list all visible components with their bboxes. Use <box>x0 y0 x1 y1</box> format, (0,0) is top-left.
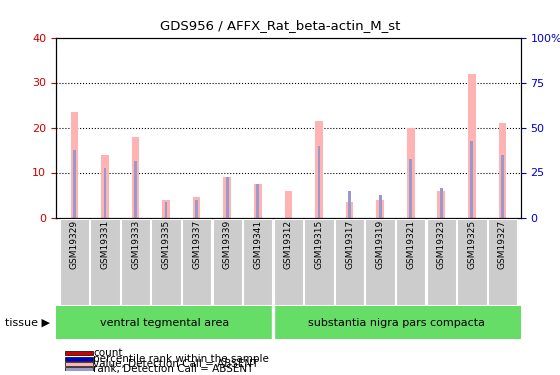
Bar <box>256 184 259 218</box>
Bar <box>254 184 262 218</box>
Bar <box>193 197 200 217</box>
Bar <box>318 146 320 218</box>
Text: GSM19329: GSM19329 <box>70 220 79 269</box>
Text: tissue ▶: tissue ▶ <box>6 318 50 327</box>
Bar <box>501 154 504 218</box>
Text: rank, Detection Call = ABSENT: rank, Detection Call = ABSENT <box>93 364 254 374</box>
Bar <box>407 128 414 218</box>
FancyBboxPatch shape <box>243 219 273 305</box>
FancyBboxPatch shape <box>366 219 395 305</box>
Bar <box>134 161 137 218</box>
Text: count: count <box>93 348 123 358</box>
Bar <box>66 368 93 371</box>
FancyBboxPatch shape <box>121 219 150 305</box>
Bar <box>66 362 93 366</box>
Bar <box>379 195 381 217</box>
FancyBboxPatch shape <box>182 219 211 305</box>
Text: GSM19331: GSM19331 <box>100 220 109 269</box>
Bar <box>440 188 442 218</box>
Bar <box>346 202 353 217</box>
Bar <box>104 168 106 217</box>
Bar <box>498 123 506 218</box>
Text: GSM19339: GSM19339 <box>223 220 232 269</box>
Bar <box>56 306 273 339</box>
Text: GSM19315: GSM19315 <box>315 220 324 269</box>
Text: GSM19337: GSM19337 <box>192 220 201 269</box>
Text: GSM19335: GSM19335 <box>162 220 171 269</box>
Bar <box>162 200 170 217</box>
FancyBboxPatch shape <box>90 219 120 305</box>
Bar <box>101 154 109 218</box>
Bar <box>409 159 412 218</box>
Text: GSM19325: GSM19325 <box>468 220 477 269</box>
Text: ventral tegmental area: ventral tegmental area <box>100 318 229 327</box>
FancyBboxPatch shape <box>274 219 303 305</box>
Text: percentile rank within the sample: percentile rank within the sample <box>93 354 269 364</box>
FancyBboxPatch shape <box>335 219 364 305</box>
Text: GSM19333: GSM19333 <box>131 220 140 269</box>
FancyBboxPatch shape <box>60 219 89 305</box>
FancyBboxPatch shape <box>488 219 517 305</box>
Bar <box>132 136 139 218</box>
Text: GSM19321: GSM19321 <box>406 220 415 269</box>
Bar <box>272 306 274 339</box>
Bar <box>315 121 323 218</box>
Text: GSM19319: GSM19319 <box>376 220 385 269</box>
FancyBboxPatch shape <box>427 219 456 305</box>
Text: GSM19323: GSM19323 <box>437 220 446 269</box>
Bar <box>226 177 228 218</box>
Text: GDS956 / AFFX_Rat_beta-actin_M_st: GDS956 / AFFX_Rat_beta-actin_M_st <box>160 19 400 32</box>
Bar <box>376 200 384 217</box>
Bar <box>470 141 473 218</box>
Bar <box>66 357 93 360</box>
Bar <box>437 190 445 217</box>
Text: GSM19327: GSM19327 <box>498 220 507 269</box>
FancyBboxPatch shape <box>457 219 487 305</box>
FancyBboxPatch shape <box>304 219 334 305</box>
Bar <box>71 112 78 218</box>
Bar <box>223 177 231 218</box>
Bar <box>284 190 292 217</box>
Text: GSM19317: GSM19317 <box>345 220 354 269</box>
FancyBboxPatch shape <box>213 219 242 305</box>
FancyBboxPatch shape <box>396 219 426 305</box>
Bar <box>348 190 351 217</box>
Bar <box>195 200 198 217</box>
Bar <box>273 306 521 339</box>
Bar <box>66 351 93 355</box>
Bar <box>468 74 475 217</box>
FancyBboxPatch shape <box>151 219 181 305</box>
Bar <box>165 202 167 217</box>
Bar <box>73 150 76 217</box>
Text: value, Detection Call = ABSENT: value, Detection Call = ABSENT <box>93 359 259 369</box>
Text: GSM19312: GSM19312 <box>284 220 293 269</box>
Text: GSM19341: GSM19341 <box>253 220 262 269</box>
Text: substantia nigra pars compacta: substantia nigra pars compacta <box>309 318 486 327</box>
